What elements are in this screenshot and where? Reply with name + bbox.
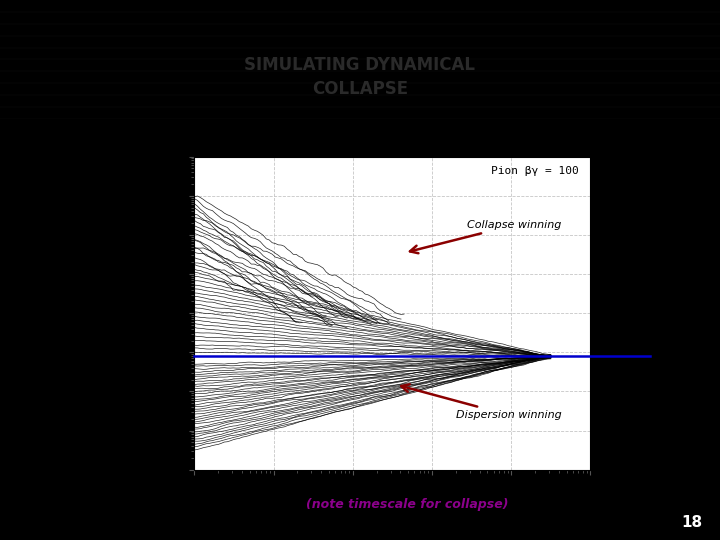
Text: Dispersion winning: Dispersion winning: [401, 384, 562, 420]
X-axis label: Time / s: Time / s: [371, 496, 414, 506]
Y-axis label: σₐₑ / m: σₐₑ / m: [143, 294, 153, 332]
Text: 18: 18: [681, 515, 702, 530]
Text: SIMULATING DYNAMICAL
COLLAPSE: SIMULATING DYNAMICAL COLLAPSE: [245, 56, 475, 98]
Text: Collapse winning: Collapse winning: [410, 220, 562, 253]
Text: (note timescale for collapse): (note timescale for collapse): [305, 498, 508, 511]
Text: Pion βγ = 100: Pion βγ = 100: [491, 166, 579, 176]
